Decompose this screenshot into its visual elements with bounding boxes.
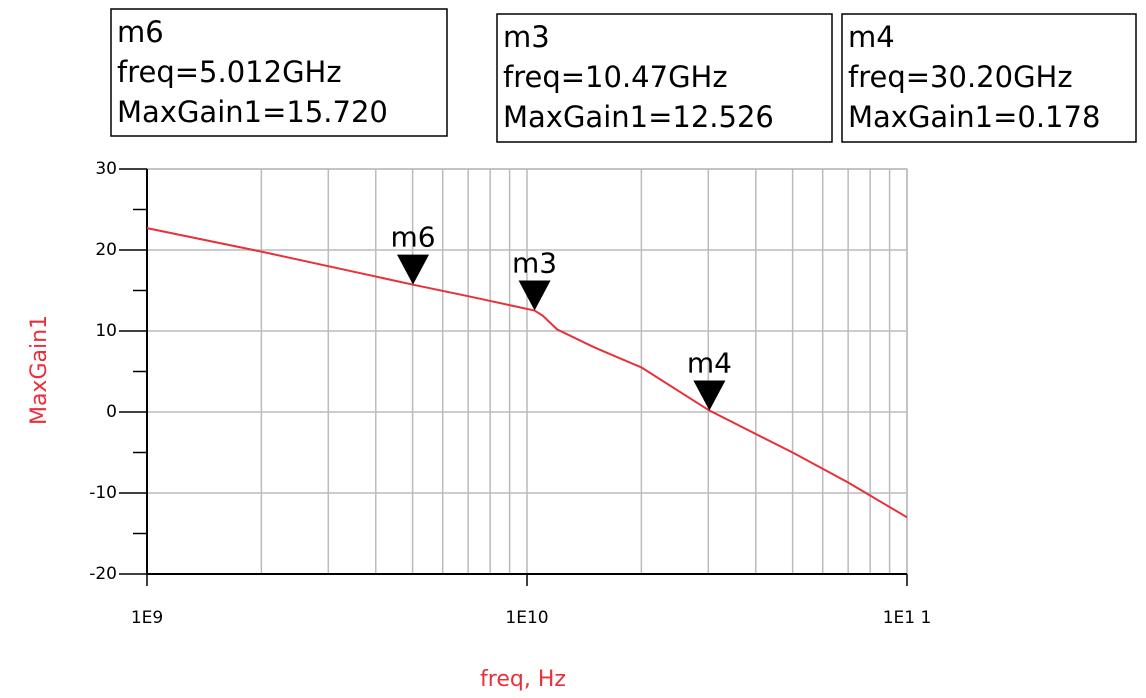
box-freq: freq=5.012GHz bbox=[117, 55, 342, 89]
marker-box bbox=[496, 13, 833, 143]
x-tick-label: 1E10 bbox=[505, 608, 548, 628]
marker-name: m3 bbox=[512, 247, 557, 280]
box-freq: freq=30.20GHz bbox=[848, 60, 1073, 94]
y-tick-label: -10 bbox=[89, 483, 117, 503]
marker bbox=[397, 254, 430, 285]
box-value: MaxGain1=0.178 bbox=[848, 100, 1100, 134]
x-axis-label: freq, Hz bbox=[480, 667, 566, 692]
y-tick-label: 0 bbox=[106, 402, 117, 422]
box-value: MaxGain1=12.526 bbox=[503, 100, 774, 134]
x-tick-label: 1E9 bbox=[131, 608, 163, 628]
data-line bbox=[146, 227, 908, 519]
x-tick-label: 1E1 1 bbox=[883, 608, 932, 628]
box-name: m6 bbox=[117, 15, 164, 49]
box-value: MaxGain1=15.720 bbox=[117, 95, 388, 129]
y-tick-label: 20 bbox=[95, 240, 117, 260]
y-axis-label: MaxGain1 bbox=[27, 315, 52, 425]
marker bbox=[693, 380, 726, 411]
marker-name: m4 bbox=[687, 347, 732, 380]
marker-box bbox=[841, 13, 1137, 143]
y-tick-label: 10 bbox=[95, 321, 117, 341]
marker bbox=[518, 280, 551, 311]
marker-name: m6 bbox=[390, 221, 435, 254]
y-tick-label: 30 bbox=[95, 159, 117, 179]
box-name: m3 bbox=[503, 20, 550, 54]
y-tick-label: -20 bbox=[89, 564, 117, 584]
box-freq: freq=10.47GHz bbox=[503, 60, 728, 94]
marker-box bbox=[110, 8, 448, 137]
box-name: m4 bbox=[848, 20, 895, 54]
